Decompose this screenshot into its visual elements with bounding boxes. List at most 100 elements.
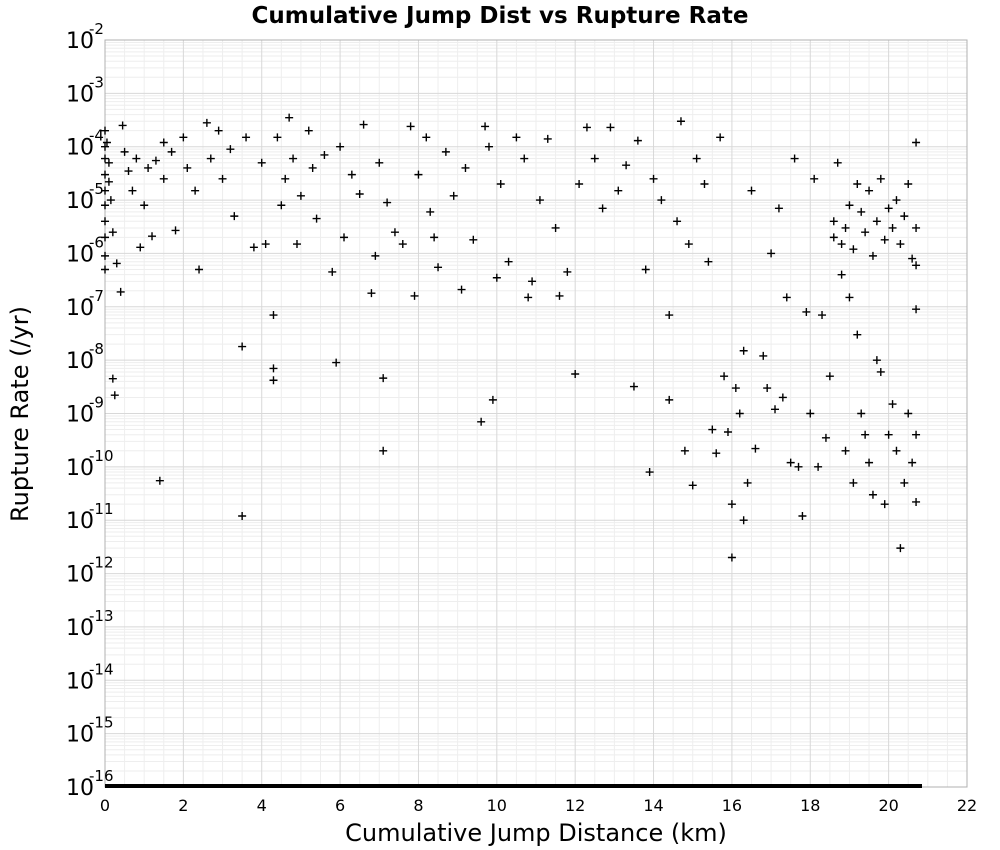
data-point (657, 196, 666, 205)
scatter-points (101, 113, 921, 562)
y-axis-label: Rupture Rate (/yr) (6, 306, 34, 522)
data-point (865, 458, 874, 467)
y-tick-exponent: -3 (89, 73, 104, 91)
data-point (101, 154, 109, 163)
data-point (896, 240, 905, 249)
data-point (296, 191, 305, 200)
data-point (461, 163, 470, 172)
y-tick-base: 10 (66, 136, 94, 161)
y-tick-exponent: -4 (89, 127, 104, 145)
y-tick-base: 10 (66, 563, 94, 588)
x-tick-label: 4 (257, 796, 267, 815)
data-point (590, 154, 599, 163)
data-point (543, 134, 552, 143)
data-point (434, 263, 443, 272)
data-point (763, 384, 772, 393)
data-point (798, 511, 807, 520)
data-point (151, 156, 160, 165)
y-tick-base: 10 (66, 723, 94, 748)
data-point (876, 174, 885, 183)
data-point (340, 233, 349, 242)
y-tick-exponent: -10 (89, 447, 114, 465)
data-point (747, 186, 756, 195)
data-point (861, 430, 870, 439)
data-point (727, 553, 736, 562)
data-point (876, 367, 885, 376)
data-point (383, 198, 392, 207)
data-point (484, 142, 493, 151)
data-point (136, 243, 145, 252)
data-point (422, 133, 431, 142)
data-point (606, 123, 615, 132)
data-point (880, 235, 889, 244)
data-point (868, 251, 877, 260)
data-point (379, 374, 388, 383)
data-point (488, 395, 497, 404)
data-point (242, 133, 251, 142)
data-point (868, 490, 877, 499)
data-point (904, 180, 913, 189)
y-tick-base: 10 (66, 616, 94, 641)
data-point (430, 233, 439, 242)
data-point (101, 186, 109, 195)
data-point (912, 497, 921, 506)
data-point (367, 289, 376, 298)
data-point (896, 544, 905, 553)
data-point (872, 356, 881, 365)
x-tick-label: 20 (878, 796, 898, 815)
data-point (218, 174, 227, 183)
x-tick-label: 0 (100, 796, 110, 815)
data-point (739, 516, 748, 525)
y-tick-exponent: -15 (89, 714, 114, 732)
data-point (110, 391, 119, 400)
data-point (900, 478, 909, 487)
data-point (206, 154, 215, 163)
data-point (794, 462, 803, 471)
data-point (535, 196, 544, 205)
data-point (829, 217, 838, 226)
data-point (837, 270, 846, 279)
data-point (159, 138, 168, 147)
data-point (767, 249, 776, 258)
data-point (195, 265, 204, 274)
data-point (857, 207, 866, 216)
data-point (865, 186, 874, 195)
data-point (101, 217, 109, 226)
data-point (622, 161, 631, 170)
y-tick-base: 10 (66, 242, 94, 267)
data-point (571, 369, 580, 378)
data-point (102, 138, 111, 147)
data-point (833, 158, 842, 167)
data-point (285, 113, 294, 122)
y-tick-exponent: -2 (89, 20, 104, 38)
data-point (128, 186, 137, 195)
data-point (171, 226, 180, 235)
grid (104, 39, 968, 788)
data-point (269, 311, 278, 320)
data-point (273, 133, 282, 142)
data-point (692, 154, 701, 163)
data-point (716, 133, 725, 142)
data-point (101, 233, 109, 242)
y-tick-exponent: -14 (89, 660, 114, 678)
data-point (112, 259, 121, 268)
data-point (829, 233, 838, 242)
y-tick-base: 10 (66, 349, 94, 374)
data-point (108, 374, 117, 383)
data-point (101, 251, 109, 260)
data-point (226, 145, 235, 154)
data-point (261, 240, 270, 249)
data-point (118, 121, 127, 130)
data-point (355, 189, 364, 198)
data-point (124, 167, 133, 176)
data-point (673, 217, 682, 226)
data-point (649, 174, 658, 183)
data-point (555, 291, 564, 300)
data-point (155, 476, 164, 485)
data-point (512, 133, 521, 142)
data-point (308, 163, 317, 172)
data-point (821, 433, 830, 442)
data-point (739, 346, 748, 355)
data-point (727, 500, 736, 509)
data-point (853, 330, 862, 339)
